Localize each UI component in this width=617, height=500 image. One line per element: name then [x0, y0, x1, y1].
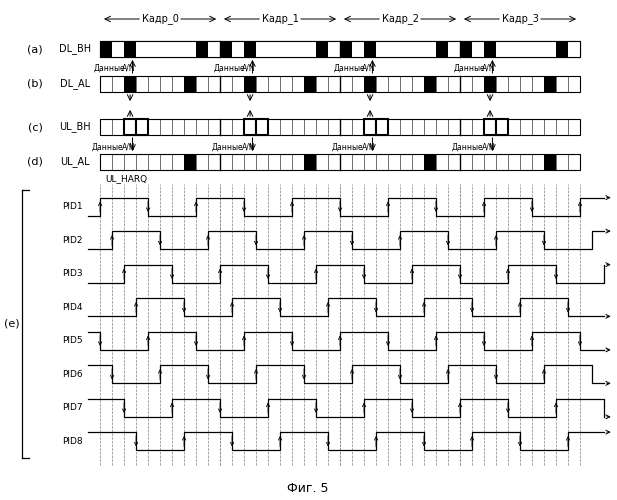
Bar	[233, 42, 244, 56]
Bar	[388, 42, 400, 56]
Bar	[304, 42, 316, 56]
Bar	[496, 42, 508, 56]
Bar	[424, 154, 436, 170]
Bar	[124, 119, 136, 135]
Text: Фиг. 5: Фиг. 5	[288, 482, 329, 494]
Text: UL_BH: UL_BH	[59, 122, 91, 132]
Text: PID1: PID1	[62, 202, 83, 211]
Bar	[256, 119, 268, 135]
Bar	[136, 42, 148, 56]
Text: A/N: A/N	[362, 142, 376, 152]
Bar	[184, 154, 196, 170]
Bar	[544, 42, 556, 56]
Text: PID3: PID3	[62, 269, 83, 278]
Bar	[364, 119, 376, 135]
Text: A/N: A/N	[242, 64, 255, 72]
Bar	[184, 76, 196, 92]
Text: Данные: Данные	[331, 142, 363, 152]
Bar	[100, 119, 580, 135]
Text: Кадр_0: Кадр_0	[142, 14, 178, 24]
Text: Данные: Данные	[91, 142, 123, 152]
Bar	[124, 76, 136, 92]
Text: A/N: A/N	[482, 142, 495, 152]
Bar	[100, 76, 580, 92]
Bar	[473, 42, 484, 56]
Text: DL_AL: DL_AL	[60, 78, 90, 90]
Bar	[100, 41, 580, 57]
Bar	[400, 42, 412, 56]
Bar	[412, 42, 424, 56]
Bar	[352, 42, 364, 56]
Bar	[364, 76, 376, 92]
Text: PID6: PID6	[62, 370, 83, 379]
Text: (e): (e)	[4, 319, 20, 329]
Bar	[112, 42, 124, 56]
Bar	[532, 42, 544, 56]
Text: A/N: A/N	[122, 64, 136, 72]
Text: A/N: A/N	[242, 142, 255, 152]
Text: Данные: Данные	[94, 64, 125, 72]
Text: PID2: PID2	[62, 236, 82, 244]
Text: UL_HARQ: UL_HARQ	[105, 174, 147, 184]
Bar	[292, 42, 304, 56]
Bar	[496, 119, 508, 135]
Bar	[184, 42, 196, 56]
Bar	[257, 42, 268, 56]
Bar	[160, 42, 172, 56]
Text: Кадр_3: Кадр_3	[502, 14, 539, 24]
Bar	[100, 41, 580, 57]
Bar	[209, 42, 220, 56]
Text: Данные: Данные	[334, 64, 365, 72]
Bar	[149, 42, 160, 56]
Bar	[520, 42, 532, 56]
Bar	[244, 76, 256, 92]
Bar	[100, 154, 580, 170]
Text: Кадр_1: Кадр_1	[262, 14, 299, 24]
Bar	[268, 42, 280, 56]
Bar	[484, 76, 496, 92]
Bar	[424, 42, 436, 56]
Text: A/N: A/N	[362, 64, 376, 72]
Bar	[244, 119, 256, 135]
Text: (c): (c)	[28, 122, 43, 132]
Text: PID8: PID8	[62, 437, 83, 446]
Bar	[449, 42, 460, 56]
Bar	[484, 119, 496, 135]
Bar	[544, 76, 556, 92]
Bar	[568, 42, 580, 56]
Text: Данные: Данные	[212, 142, 243, 152]
Text: DL_BH: DL_BH	[59, 44, 91, 54]
Bar	[508, 42, 520, 56]
Text: (b): (b)	[27, 79, 43, 89]
Text: Данные: Данные	[454, 64, 486, 72]
Text: Кадр_2: Кадр_2	[381, 14, 418, 24]
Text: Данные: Данные	[214, 64, 246, 72]
Bar	[172, 42, 184, 56]
Bar	[304, 154, 316, 170]
Bar	[424, 76, 436, 92]
Bar	[544, 154, 556, 170]
Text: PID7: PID7	[62, 403, 83, 412]
Bar	[376, 42, 387, 56]
Bar	[376, 119, 388, 135]
Text: PID4: PID4	[62, 302, 82, 312]
Text: (d): (d)	[27, 157, 43, 167]
Bar	[328, 42, 340, 56]
Bar	[304, 76, 316, 92]
Text: A/N: A/N	[482, 64, 495, 72]
Bar	[136, 119, 148, 135]
Text: UL_AL: UL_AL	[60, 156, 90, 168]
Text: (a): (a)	[27, 44, 43, 54]
Bar	[280, 42, 292, 56]
Text: PID5: PID5	[62, 336, 83, 345]
Text: Данные: Данные	[452, 142, 483, 152]
Text: A/N: A/N	[122, 142, 136, 152]
